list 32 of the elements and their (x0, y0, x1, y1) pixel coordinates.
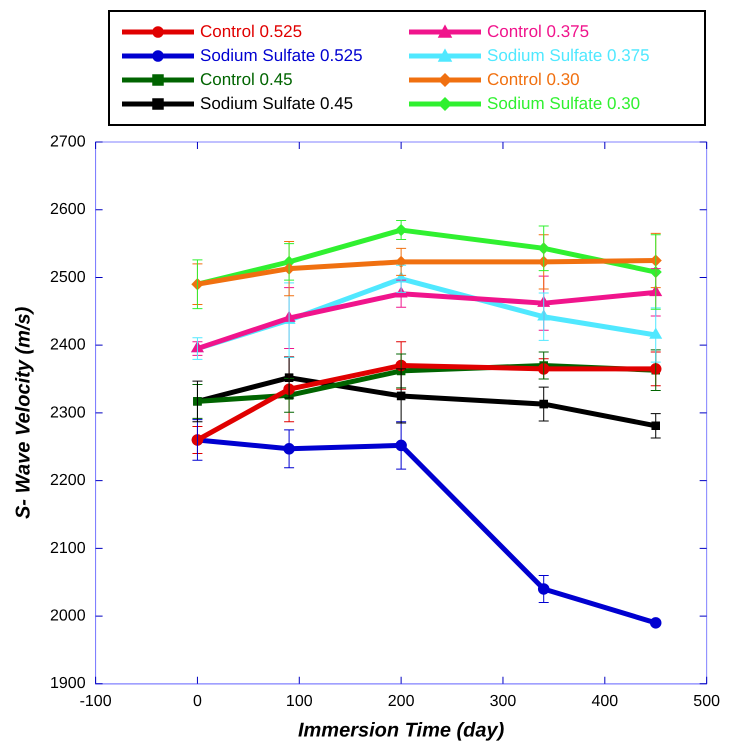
y-tick-label: 2700 (50, 133, 86, 150)
legend-label: Control 0.525 (200, 22, 302, 42)
legend-label: Control 0.45 (200, 70, 293, 90)
x-tick-label: 0 (192, 692, 202, 710)
point (650, 617, 662, 629)
legend-label: Sodium Sulfate 0.525 (200, 46, 363, 66)
y-axis-title: S- Wave Velocity (m/s) (12, 306, 35, 520)
y-tick-label: 2200 (50, 472, 86, 490)
y-tick-label: 2500 (50, 268, 86, 286)
point (538, 583, 550, 595)
point (283, 443, 295, 455)
x-tick-label: -100 (80, 692, 112, 710)
legend-label: Sodium Sulfate 0.375 (487, 46, 650, 66)
x-tick-label: 200 (388, 692, 415, 710)
x-axis-title: Immersion Time (day) (298, 720, 505, 742)
y-tick-label: 2000 (50, 607, 86, 624)
x-tick-label: 500 (693, 692, 720, 710)
y-tick-label: 1900 (50, 675, 86, 692)
y-tick-label: 2400 (50, 336, 86, 354)
point (650, 328, 662, 339)
legend-label: Sodium Sulfate 0.45 (200, 94, 354, 114)
point (396, 392, 406, 400)
legend-label: Control 0.375 (487, 22, 590, 42)
y-tick-label: 2600 (50, 201, 86, 218)
x-tick-label: 100 (286, 692, 313, 710)
point (395, 440, 407, 452)
legend-label: Control 0.30 (487, 70, 580, 90)
legend-label: Sodium Sulfate 0.30 (487, 94, 640, 114)
x-tick-label: 300 (490, 692, 516, 710)
y-tick-label: 2300 (50, 404, 86, 422)
x-tick-label: 400 (591, 692, 618, 710)
y-tick-label: 2100 (50, 540, 86, 557)
